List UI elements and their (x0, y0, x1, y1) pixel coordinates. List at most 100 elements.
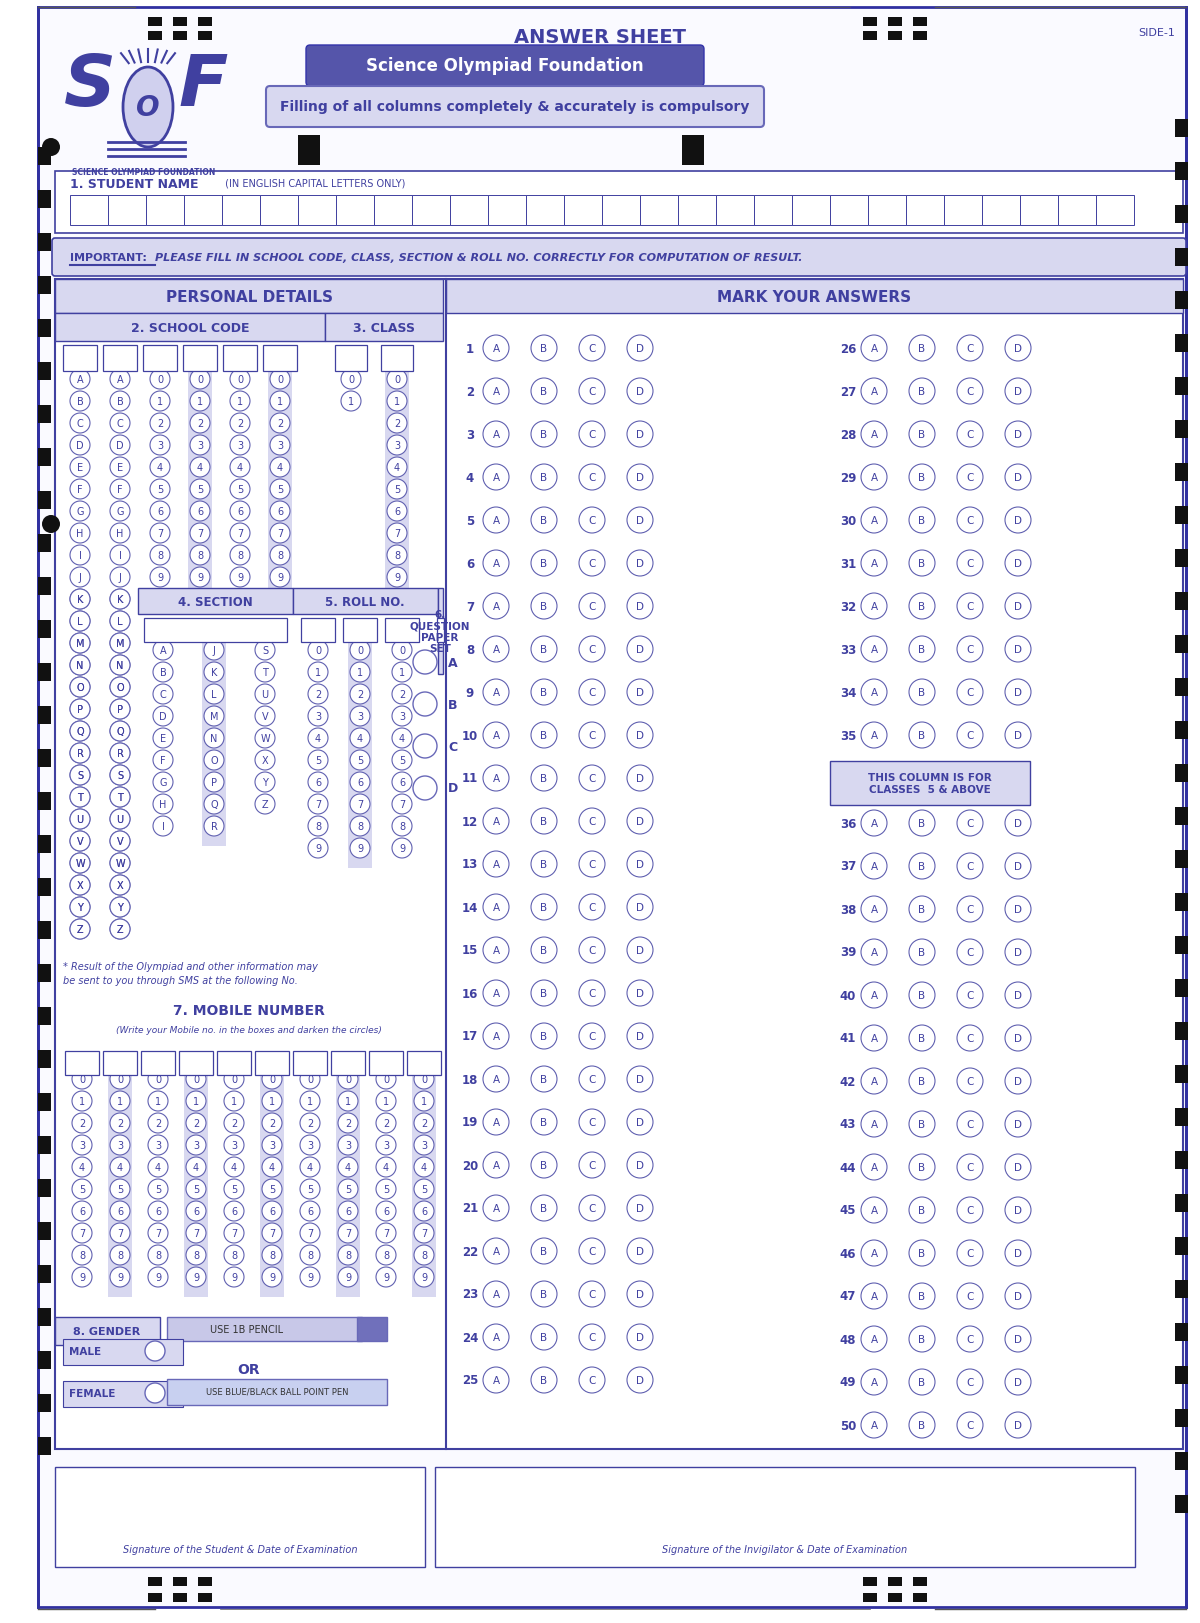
Text: W: W (76, 859, 85, 868)
Text: 0: 0 (344, 1074, 352, 1084)
Text: U: U (262, 690, 269, 700)
FancyBboxPatch shape (306, 45, 704, 88)
Text: B: B (77, 396, 83, 407)
Text: B: B (540, 558, 547, 568)
Text: D: D (116, 441, 124, 451)
Text: A: A (492, 774, 499, 784)
Circle shape (270, 502, 290, 521)
Circle shape (70, 435, 90, 456)
Text: B: B (540, 774, 547, 784)
Circle shape (958, 810, 983, 836)
Circle shape (580, 1152, 605, 1178)
Circle shape (376, 1113, 396, 1133)
Text: 2: 2 (155, 1118, 161, 1128)
Bar (1175, 1022, 1188, 1040)
Bar (38, 1094, 50, 1112)
Circle shape (110, 589, 130, 610)
Circle shape (1006, 810, 1031, 836)
Text: A: A (492, 946, 499, 956)
Text: 1: 1 (277, 396, 283, 407)
Circle shape (530, 680, 557, 706)
Circle shape (628, 508, 653, 534)
Bar (1175, 722, 1188, 740)
Circle shape (300, 1224, 320, 1243)
Circle shape (1006, 594, 1031, 620)
Circle shape (224, 1245, 244, 1266)
Circle shape (308, 795, 328, 815)
Text: 1: 1 (236, 396, 244, 407)
Text: B: B (540, 1160, 547, 1170)
Circle shape (42, 140, 60, 157)
Circle shape (70, 875, 90, 896)
Text: S: S (116, 771, 124, 781)
Text: A: A (870, 430, 877, 440)
Bar (167, 1380, 386, 1406)
Text: B: B (540, 516, 547, 526)
Bar (38, 364, 50, 381)
Circle shape (70, 854, 90, 873)
Text: 0: 0 (157, 375, 163, 385)
Text: 17: 17 (462, 1031, 478, 1044)
Text: 8: 8 (277, 550, 283, 560)
Bar (55, 313, 325, 342)
Bar (1175, 162, 1188, 180)
Bar (38, 320, 50, 338)
Text: A: A (870, 386, 877, 396)
Circle shape (70, 677, 90, 698)
Circle shape (262, 1070, 282, 1089)
Text: C: C (588, 1117, 595, 1128)
Text: 7: 7 (394, 529, 400, 539)
Circle shape (414, 1268, 434, 1287)
Text: F: F (179, 52, 228, 122)
Circle shape (190, 480, 210, 500)
Text: 3: 3 (383, 1141, 389, 1151)
Circle shape (186, 1136, 206, 1156)
Text: C: C (588, 1246, 595, 1256)
Circle shape (958, 982, 983, 1008)
Text: 8: 8 (307, 1250, 313, 1259)
Text: B: B (918, 862, 925, 872)
Text: PERSONAL DETAILS: PERSONAL DETAILS (166, 289, 332, 305)
Bar (436, 1467, 1135, 1568)
Circle shape (148, 1113, 168, 1133)
Circle shape (150, 370, 170, 390)
Text: C: C (966, 1076, 973, 1086)
Text: 45: 45 (840, 1204, 857, 1217)
Circle shape (482, 980, 509, 1006)
Circle shape (110, 435, 130, 456)
Bar (830, 805, 1032, 844)
Text: D: D (636, 860, 644, 870)
Bar (148, 18, 162, 28)
Text: D: D (1014, 602, 1022, 612)
Circle shape (350, 795, 370, 815)
Circle shape (256, 750, 275, 771)
Circle shape (300, 1157, 320, 1177)
Circle shape (482, 1281, 509, 1307)
Text: T: T (77, 792, 83, 802)
Text: SIDE-1: SIDE-1 (1138, 28, 1175, 37)
Circle shape (482, 508, 509, 534)
Circle shape (862, 1112, 887, 1138)
Bar (1096, 196, 1134, 226)
Text: D: D (1014, 1034, 1022, 1044)
Bar (1058, 196, 1096, 226)
Circle shape (1006, 722, 1031, 748)
Bar (38, 836, 50, 854)
Text: 19: 19 (462, 1117, 478, 1130)
Bar (1175, 464, 1188, 482)
Circle shape (110, 1157, 130, 1177)
Circle shape (482, 852, 509, 878)
Bar (55, 1467, 425, 1568)
Text: K: K (116, 594, 124, 605)
Text: A: A (870, 1162, 877, 1172)
Text: 5: 5 (230, 1185, 238, 1195)
Circle shape (1006, 378, 1031, 404)
Bar (716, 196, 754, 226)
Bar (792, 196, 830, 226)
Bar (1175, 1151, 1188, 1169)
Circle shape (186, 1113, 206, 1133)
Circle shape (1006, 1112, 1031, 1138)
Circle shape (110, 854, 130, 873)
Text: 37: 37 (840, 860, 856, 873)
Bar (913, 18, 928, 28)
